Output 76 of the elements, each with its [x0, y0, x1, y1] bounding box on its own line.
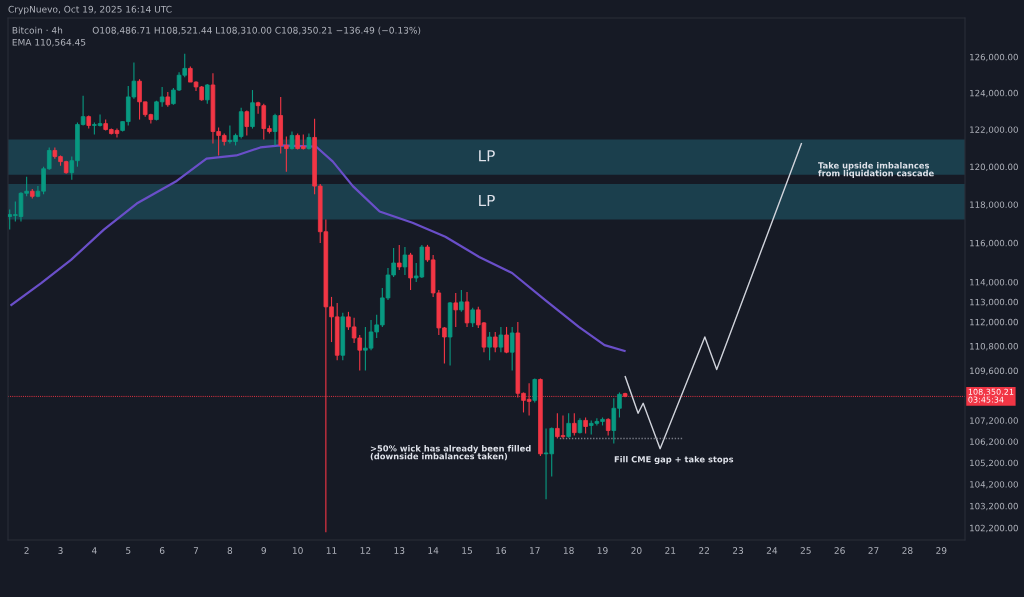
candlestick	[498, 326, 504, 353]
y-tick-label: 122,000.00	[970, 126, 1018, 134]
candlestick	[250, 89, 255, 130]
x-tick-label: 19	[597, 547, 608, 554]
candlestick	[402, 246, 408, 276]
annotation: Take upside imbalances from liquidation cascade	[818, 162, 934, 178]
x-tick-label: 13	[394, 547, 405, 554]
x-tick-label: 5	[126, 547, 131, 554]
candlestick	[504, 326, 509, 354]
line-series	[624, 142, 803, 450]
x-tick-label: 22	[699, 547, 709, 554]
y-tick-label: 102,200.00	[970, 524, 1018, 533]
candlestick	[487, 331, 492, 361]
y-tick-label: 110,800.00	[970, 343, 1018, 351]
x-tick-label: 26	[834, 547, 845, 554]
x-tick-label: 24	[766, 547, 778, 554]
x-tick-label: 9	[261, 547, 266, 554]
x-tick-label: 29	[936, 547, 947, 554]
candlestick	[272, 113, 278, 146]
band-label: LP	[479, 150, 495, 162]
candlestick	[408, 252, 413, 291]
candlestick	[509, 326, 515, 372]
y-tick-label: 107,200.00	[970, 417, 1018, 425]
x-tick-label: 3	[58, 547, 63, 554]
y-tick-label: 109,600.00	[970, 367, 1018, 375]
y-tick-label: 112,000.00	[970, 318, 1018, 327]
x-tick-label: 18	[563, 547, 574, 554]
x-tick-label: 2	[24, 547, 29, 554]
candlestick	[453, 292, 459, 328]
annotation: EMA 110,564.45	[12, 38, 86, 47]
x-tick-label: 20	[631, 547, 642, 554]
text: CrypNuevo, Oct 19, 2025 16:14 UTC	[8, 5, 172, 15]
y-tick-label: 118,000.00	[970, 201, 1018, 209]
x-tick-label: 14	[428, 547, 439, 554]
candlestick	[572, 412, 577, 437]
x-tick-label: 8	[227, 547, 233, 554]
x-tick-label: 12	[360, 547, 371, 554]
y-tick-label: 105,200.00	[970, 459, 1018, 468]
y-tick-label: 103,200.00	[970, 502, 1018, 511]
candlestick	[566, 412, 571, 439]
y-tick-label: 126,000.00	[970, 53, 1018, 62]
candlestick	[470, 307, 475, 328]
y-tick-label: 116,000.00	[970, 239, 1018, 248]
text: Bitcoin · 4h	[12, 26, 63, 34]
y-tick-label: 104,200.00	[970, 481, 1018, 489]
x-tick-label: 10	[292, 547, 303, 554]
y-tick-label: 114,000.00	[970, 278, 1018, 287]
y-tick-label: 106,200.00	[970, 438, 1018, 446]
y-tick-label: 120,000.00	[970, 163, 1018, 171]
x-tick-label: 11	[326, 547, 337, 554]
x-tick-label: 7	[193, 547, 199, 554]
x-tick-label: 27	[868, 547, 879, 554]
candlestick	[244, 110, 250, 136]
annotation: >50% wick has already been filled (downside imbalances taken)	[370, 445, 531, 461]
candlestick	[396, 244, 402, 271]
line-series	[10, 144, 626, 353]
x-tick-label: 15	[462, 547, 472, 554]
candlestick	[205, 83, 210, 105]
candlestick	[492, 331, 498, 353]
x-tick-label: 16	[496, 547, 507, 554]
annotation: O108,486.71 H108,521.44 L108,310.00 C108,350.21 −136.49 (−0.13%)	[92, 26, 421, 35]
x-tick-label: 28	[902, 547, 913, 554]
candlestick	[464, 291, 470, 328]
candlestick	[532, 377, 538, 403]
x-tick-label: 21	[665, 547, 676, 554]
ref-line-label: 108,350.21 03:45:34	[968, 388, 1014, 403]
y-tick-label: 113,000.00	[970, 298, 1018, 307]
annotation: Fill CME gap + take stops	[614, 455, 734, 465]
y-tick-label: 124,000.00	[970, 89, 1018, 98]
x-tick-label: 23	[732, 547, 744, 554]
x-tick-label: 17	[530, 547, 540, 554]
x-tick-label: 4	[91, 547, 97, 554]
x-tick-label: 25	[800, 547, 811, 554]
band-label: LP	[479, 194, 495, 207]
x-tick-label: 6	[159, 547, 165, 554]
candlestick	[459, 289, 464, 313]
